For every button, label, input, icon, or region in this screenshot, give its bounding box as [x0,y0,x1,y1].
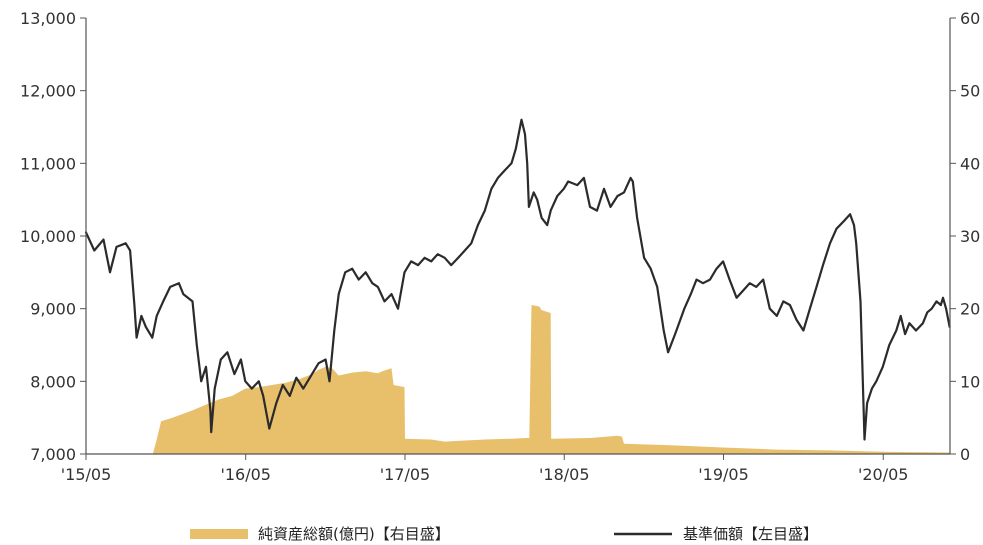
right-tick-label: 30 [960,227,980,246]
series-line-nav [84,118,951,441]
legend-label-assets: 純資産総額(億円)【右目盛】 [258,525,450,543]
plot-area [84,118,951,454]
right-tick-label: 20 [960,300,980,319]
left-tick-label: 10,000 [20,227,76,246]
right-tick-label: 60 [960,9,980,28]
right-tick-label: 10 [960,372,980,391]
right-tick-label: 0 [960,445,970,464]
x-tick-label: '20/05 [858,465,909,484]
x-tick-label: '16/05 [220,465,271,484]
x-tick-label: '17/05 [380,465,431,484]
x-tick-label: '19/05 [698,465,749,484]
left-tick-label: 13,000 [20,9,76,28]
series-area-net-assets [86,305,950,454]
left-tick-label: 7,000 [30,445,76,464]
legend-label-nav: 基準価額【左目盛】 [683,525,818,543]
left-tick-label: 11,000 [20,154,76,173]
left-tick-label: 12,000 [20,82,76,101]
right-tick-label: 40 [960,154,980,173]
right-tick-label: 50 [960,82,980,101]
legend: 純資産総額(億円)【右目盛】 基準価額【左目盛】 [190,525,818,543]
left-tick-label: 8,000 [30,372,76,391]
axes: 7,000 8,000 9,000 10,000 11,000 12,000 13,000 0… [20,9,980,484]
x-tick-label: '18/05 [539,465,590,484]
legend-swatch-assets [190,529,248,539]
left-tick-label: 9,000 [30,300,76,319]
x-tick-label: '15/05 [61,465,112,484]
